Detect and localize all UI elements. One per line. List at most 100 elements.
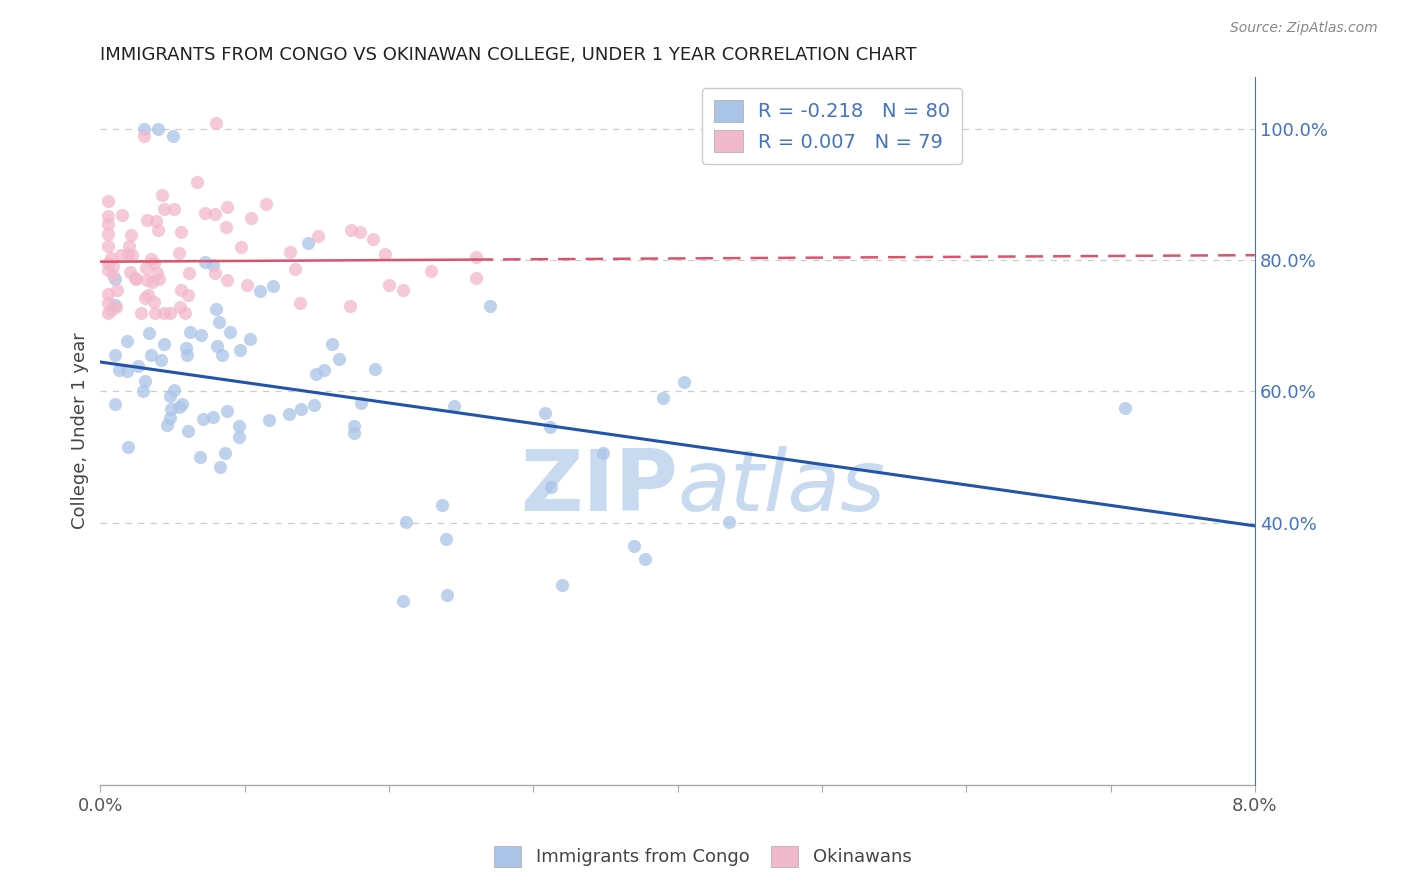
Point [215, 273, 238, 287]
Point [186, 175, 208, 189]
Point [290, 296, 312, 310]
Point [343, 425, 366, 440]
Point [163, 202, 186, 217]
Point [146, 223, 169, 237]
Point [146, 266, 169, 280]
Point [153, 336, 176, 351]
Point [231, 240, 253, 254]
Point [297, 236, 319, 251]
Point [176, 348, 198, 362]
Point [538, 419, 561, 434]
Point [141, 275, 163, 289]
Point [219, 326, 242, 340]
Point [97, 194, 120, 209]
Point [321, 336, 343, 351]
Point [97, 209, 120, 223]
Point [540, 479, 562, 493]
Point [132, 128, 155, 143]
Point [104, 397, 127, 411]
Point [170, 225, 193, 239]
Point [479, 299, 502, 313]
Point [104, 349, 127, 363]
Point [100, 303, 122, 318]
Point [115, 334, 138, 349]
Point [134, 374, 156, 388]
Point [204, 302, 226, 317]
Point [188, 450, 211, 464]
Point [215, 201, 238, 215]
Point [551, 578, 574, 592]
Point [202, 409, 225, 424]
Point [211, 348, 233, 362]
Point [214, 220, 236, 235]
Point [118, 264, 141, 278]
Point [146, 122, 169, 136]
Point [378, 278, 401, 293]
Text: IMMIGRANTS FROM CONGO VS OKINAWAN COLLEGE, UNDER 1 YEAR CORRELATION CHART: IMMIGRANTS FROM CONGO VS OKINAWAN COLLEG… [100, 46, 917, 64]
Point [436, 588, 458, 602]
Point [136, 213, 159, 227]
Point [673, 375, 696, 389]
Point [202, 259, 225, 273]
Point [101, 268, 124, 282]
Point [204, 207, 226, 221]
Point [97, 217, 120, 231]
Point [434, 532, 457, 546]
Point [193, 412, 215, 426]
Point [718, 515, 741, 529]
Point [229, 343, 252, 357]
Point [194, 206, 217, 220]
Point [163, 384, 186, 398]
Point [339, 299, 361, 313]
Point [420, 263, 443, 277]
Point [136, 273, 159, 287]
Point [136, 288, 159, 302]
Point [340, 223, 363, 237]
Point [153, 306, 176, 320]
Text: ZIP: ZIP [520, 446, 678, 529]
Point [307, 228, 329, 243]
Point [254, 197, 277, 211]
Text: Source: ZipAtlas.com: Source: ZipAtlas.com [1230, 21, 1378, 35]
Point [209, 459, 232, 474]
Point [129, 306, 152, 320]
Point [177, 287, 200, 301]
Point [143, 256, 166, 270]
Point [205, 339, 228, 353]
Point [115, 364, 138, 378]
Point [127, 359, 149, 373]
Point [148, 272, 170, 286]
Point [100, 252, 122, 266]
Point [228, 430, 250, 444]
Point [392, 283, 415, 297]
Point [592, 446, 614, 460]
Point [302, 398, 325, 412]
Point [121, 248, 143, 262]
Point [174, 306, 197, 320]
Point [278, 245, 301, 260]
Point [159, 388, 181, 402]
Point [194, 255, 217, 269]
Point [143, 306, 166, 320]
Point [312, 363, 335, 377]
Point [111, 208, 134, 222]
Point [262, 279, 284, 293]
Point [392, 594, 415, 608]
Point [124, 271, 146, 285]
Point [215, 404, 238, 418]
Point [97, 256, 120, 270]
Point [104, 300, 127, 314]
Point [395, 515, 418, 529]
Point [170, 396, 193, 410]
Point [117, 247, 139, 261]
Point [364, 362, 387, 376]
Point [97, 306, 120, 320]
Point [167, 246, 190, 260]
Point [174, 342, 197, 356]
Point [240, 211, 263, 226]
Point [97, 263, 120, 277]
Point [150, 187, 173, 202]
Point [249, 284, 271, 298]
Point [623, 539, 645, 553]
Point [162, 128, 184, 143]
